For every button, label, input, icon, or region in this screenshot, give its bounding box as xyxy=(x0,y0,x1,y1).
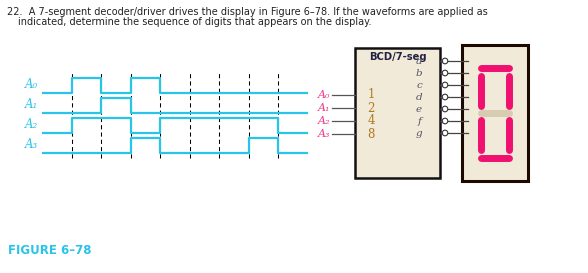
Text: 2: 2 xyxy=(368,102,375,114)
Text: c: c xyxy=(416,81,422,90)
Text: 4: 4 xyxy=(368,114,375,127)
Text: A₀: A₀ xyxy=(318,90,330,100)
Text: e: e xyxy=(416,105,422,114)
Text: A₀: A₀ xyxy=(25,79,38,91)
Text: A₁: A₁ xyxy=(318,103,330,113)
Bar xyxy=(462,45,528,181)
Text: A₃: A₃ xyxy=(25,138,38,152)
Text: A₃: A₃ xyxy=(318,129,330,139)
Bar xyxy=(355,48,440,178)
Text: indicated, determine the sequence of digits that appears on the display.: indicated, determine the sequence of dig… xyxy=(18,17,372,27)
Text: g: g xyxy=(415,129,422,138)
Text: b: b xyxy=(415,69,422,78)
Text: f: f xyxy=(418,117,422,126)
Text: A₂: A₂ xyxy=(318,116,330,126)
Text: A₁: A₁ xyxy=(25,99,38,111)
Text: a: a xyxy=(416,57,422,66)
Text: 1: 1 xyxy=(368,88,375,102)
Text: A₂: A₂ xyxy=(25,118,38,132)
Text: BCD/7-seg: BCD/7-seg xyxy=(369,52,426,62)
Text: FIGURE 6–78: FIGURE 6–78 xyxy=(8,244,92,257)
Text: 22.  A 7-segment decoder/driver drives the display in Figure 6–78. If the wavefo: 22. A 7-segment decoder/driver drives th… xyxy=(7,7,488,17)
Text: 8: 8 xyxy=(368,127,375,141)
Text: d: d xyxy=(415,93,422,102)
